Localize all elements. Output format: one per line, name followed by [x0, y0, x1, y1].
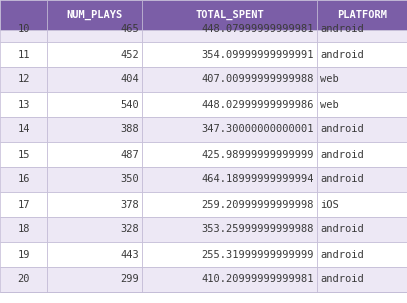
Text: 465: 465 — [120, 25, 139, 35]
Text: 407.00999999999988: 407.00999999999988 — [201, 75, 314, 85]
Bar — [0, 0, 47, 30]
Bar — [142, 167, 317, 192]
Text: 425.98999999999999: 425.98999999999999 — [201, 149, 314, 159]
Bar — [47, 267, 142, 292]
Text: 487: 487 — [120, 149, 139, 159]
Bar — [142, 217, 317, 242]
Text: android: android — [320, 225, 364, 235]
Text: 20: 20 — [17, 275, 30, 285]
Text: web: web — [320, 75, 339, 85]
Text: 347.30000000000001: 347.30000000000001 — [201, 125, 314, 135]
Text: 353.25999999999988: 353.25999999999988 — [201, 225, 314, 235]
Bar — [142, 242, 317, 267]
Text: PLATFORM: PLATFORM — [337, 10, 387, 20]
Bar — [142, 142, 317, 167]
Bar — [317, 117, 407, 142]
Bar — [47, 217, 142, 242]
Text: 350: 350 — [120, 175, 139, 185]
Bar — [317, 42, 407, 67]
Text: 443: 443 — [120, 249, 139, 259]
Bar — [317, 0, 407, 30]
Text: web: web — [320, 99, 339, 109]
Bar — [142, 67, 317, 92]
Text: NUM_PLAYS: NUM_PLAYS — [66, 10, 123, 20]
Text: 464.18999999999994: 464.18999999999994 — [201, 175, 314, 185]
Bar — [0, 142, 47, 167]
Bar — [47, 92, 142, 117]
Bar — [0, 167, 47, 192]
Bar — [317, 167, 407, 192]
Bar — [0, 267, 47, 292]
Bar — [142, 30, 317, 42]
Text: TOTAL_SPENT: TOTAL_SPENT — [195, 10, 264, 20]
Bar — [317, 217, 407, 242]
Text: 19: 19 — [17, 249, 30, 259]
Bar — [0, 67, 47, 92]
Text: android: android — [320, 125, 364, 135]
Bar — [47, 30, 142, 42]
Text: 13: 13 — [17, 99, 30, 109]
Bar — [0, 30, 47, 42]
Text: 410.20999999999981: 410.20999999999981 — [201, 275, 314, 285]
Bar — [317, 142, 407, 167]
Bar — [142, 42, 317, 67]
Bar — [47, 142, 142, 167]
Bar — [142, 192, 317, 217]
Text: 540: 540 — [120, 99, 139, 109]
Bar — [0, 242, 47, 267]
Bar — [0, 217, 47, 242]
Text: android: android — [320, 149, 364, 159]
Text: 17: 17 — [17, 199, 30, 209]
Text: 15: 15 — [17, 149, 30, 159]
Bar — [0, 42, 47, 67]
Text: 11: 11 — [17, 49, 30, 59]
Text: android: android — [320, 49, 364, 59]
Text: 16: 16 — [17, 175, 30, 185]
Text: 388: 388 — [120, 125, 139, 135]
Text: 378: 378 — [120, 199, 139, 209]
Bar — [142, 92, 317, 117]
Text: 299: 299 — [120, 275, 139, 285]
Bar — [317, 192, 407, 217]
Text: iOS: iOS — [320, 199, 339, 209]
Bar — [317, 30, 407, 42]
Text: android: android — [320, 275, 364, 285]
Text: 18: 18 — [17, 225, 30, 235]
Bar — [317, 267, 407, 292]
Bar — [142, 267, 317, 292]
Text: android: android — [320, 249, 364, 259]
Text: 448.02999999999986: 448.02999999999986 — [201, 99, 314, 109]
Bar — [317, 67, 407, 92]
Text: 12: 12 — [17, 75, 30, 85]
Bar — [317, 92, 407, 117]
Bar — [0, 92, 47, 117]
Bar — [142, 117, 317, 142]
Bar — [0, 192, 47, 217]
Text: 328: 328 — [120, 225, 139, 235]
Text: 10: 10 — [17, 25, 30, 35]
Text: 255.31999999999999: 255.31999999999999 — [201, 249, 314, 259]
Bar — [47, 117, 142, 142]
Text: 14: 14 — [17, 125, 30, 135]
Bar — [0, 117, 47, 142]
Bar — [47, 167, 142, 192]
Text: 404: 404 — [120, 75, 139, 85]
Bar — [47, 0, 142, 30]
Text: 354.09999999999991: 354.09999999999991 — [201, 49, 314, 59]
Bar — [317, 242, 407, 267]
Text: 452: 452 — [120, 49, 139, 59]
Bar — [47, 242, 142, 267]
Text: 259.20999999999998: 259.20999999999998 — [201, 199, 314, 209]
Text: android: android — [320, 25, 364, 35]
Bar — [47, 42, 142, 67]
Text: 448.07999999999981: 448.07999999999981 — [201, 25, 314, 35]
Bar — [142, 0, 317, 30]
Bar — [47, 192, 142, 217]
Text: android: android — [320, 175, 364, 185]
Bar — [47, 67, 142, 92]
